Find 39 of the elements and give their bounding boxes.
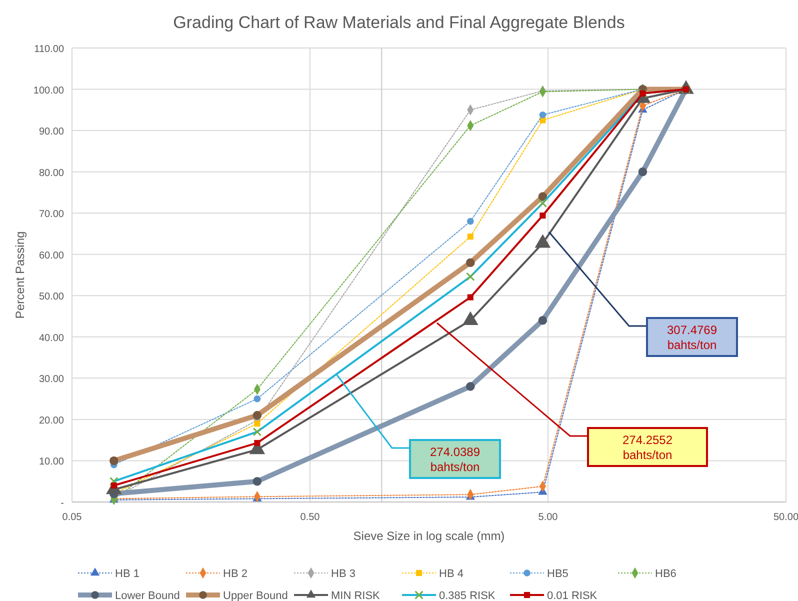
x-axis-title: Sieve Size in log scale (mm): [353, 529, 505, 543]
legend-label: Upper Bound: [223, 590, 288, 601]
legend-label: HB6: [655, 568, 676, 580]
point: [539, 111, 546, 118]
legend-label: HB 4: [439, 568, 464, 580]
annotation: 274.2552 bahts/ton: [622, 433, 673, 462]
y-tick-label: 90.00: [38, 126, 64, 138]
y-tick-label: 50.00: [38, 292, 64, 303]
legend-label: 0.01 RISK: [547, 590, 598, 601]
point: [254, 420, 260, 427]
legend-label: HB 3: [331, 568, 356, 580]
x-tick-label: 0.50: [300, 512, 320, 523]
legend-label: HB 2: [223, 568, 248, 580]
y-tick-label: 70.00: [38, 209, 64, 220]
point: [540, 212, 546, 219]
y-tick-label: 10.00: [38, 456, 64, 468]
y-tick-label: -: [60, 498, 64, 509]
annotation: 307.4769 bahts/ton: [666, 323, 718, 352]
y-tick-label: 80.00: [38, 168, 64, 179]
legend-label: HB 1: [115, 568, 140, 580]
y-axis-title: Percent Passing: [13, 231, 27, 319]
annotation: 274.0389 bahts/ton: [430, 445, 480, 474]
point: [110, 482, 117, 489]
x-tick-label: 50.00: [773, 512, 798, 523]
point: [254, 395, 261, 402]
y-tick-label: 60.00: [38, 250, 64, 262]
y-tick-label: 30.00: [38, 374, 64, 386]
chart-title: Grading Chart of Raw Materials and Final Aggregate Blends: [173, 13, 625, 32]
y-tick-label: 40.00: [38, 332, 64, 344]
legend-label: Lower Bound: [115, 590, 180, 601]
y-tick-label: 100.00: [33, 85, 64, 96]
x-tick-label: 0.05: [62, 512, 82, 523]
legend-label: HB5: [547, 568, 568, 580]
point: [254, 440, 260, 446]
y-tick-label: 20.00: [38, 415, 64, 426]
y-tick-label: 110.00: [34, 44, 64, 55]
legend-label: 0.385 RISK: [439, 590, 496, 601]
x-tick-label: 5.00: [538, 512, 558, 523]
legend-label: MIN RISK: [331, 590, 381, 601]
